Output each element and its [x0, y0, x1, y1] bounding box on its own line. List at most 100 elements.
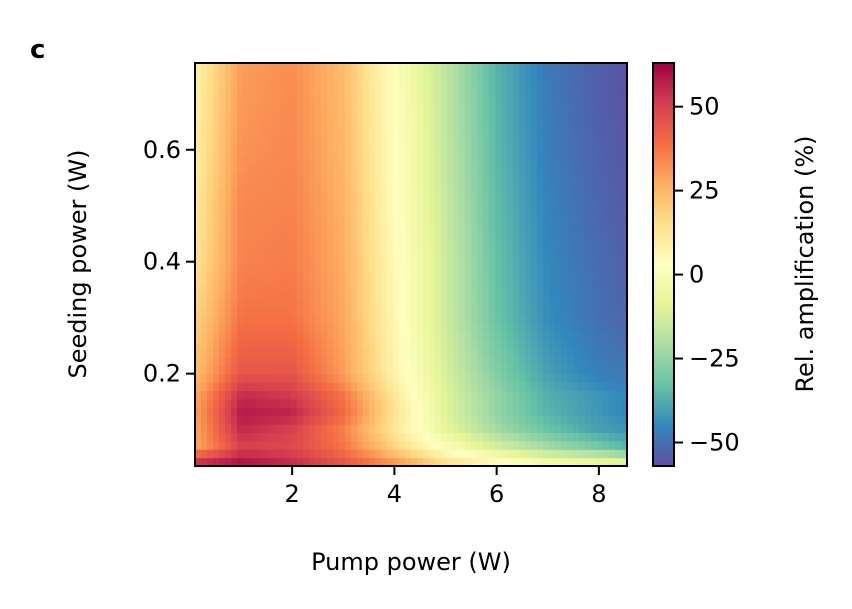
heatmap-cell	[339, 247, 346, 257]
heatmap-cell	[267, 298, 274, 308]
heatmap-cell	[411, 155, 418, 165]
heatmap-cell	[399, 424, 406, 434]
heatmap-cell	[255, 382, 262, 392]
heatmap-cell	[375, 407, 382, 417]
heatmap-cell	[561, 264, 568, 274]
heatmap-cell	[363, 382, 370, 392]
heatmap-cell	[411, 314, 418, 324]
heatmap-cell	[609, 298, 616, 308]
heatmap-cell	[513, 340, 520, 350]
heatmap-cell	[237, 239, 244, 249]
heatmap-cell	[561, 298, 568, 308]
heatmap-cell	[417, 214, 424, 224]
heatmap-cell	[351, 146, 358, 156]
heatmap-cell	[303, 449, 310, 459]
heatmap-cell	[459, 104, 466, 114]
heatmap-cell	[465, 230, 472, 240]
heatmap-cell	[411, 424, 418, 434]
heatmap-cell	[267, 96, 274, 106]
heatmap-cell	[255, 365, 262, 375]
heatmap-cell	[405, 138, 412, 148]
heatmap-cell	[441, 449, 448, 459]
heatmap-cell	[201, 398, 208, 408]
heatmap-cell	[477, 356, 484, 366]
heatmap-cell	[225, 415, 232, 425]
heatmap-cell	[399, 356, 406, 366]
heatmap-cell	[285, 121, 292, 131]
heatmap-cell	[351, 172, 358, 182]
heatmap-cell	[237, 96, 244, 106]
heatmap-cell	[273, 130, 280, 140]
heatmap-cell	[597, 146, 604, 156]
heatmap-cell	[549, 424, 556, 434]
heatmap-cell	[417, 323, 424, 333]
heatmap-cell	[597, 197, 604, 207]
heatmap-cell	[615, 390, 622, 400]
heatmap-cell	[237, 398, 244, 408]
heatmap-cell	[615, 365, 622, 375]
heatmap-cell	[471, 163, 478, 173]
heatmap-cell	[543, 314, 550, 324]
heatmap-cell	[201, 348, 208, 358]
heatmap-cell	[459, 424, 466, 434]
heatmap-cell	[585, 373, 592, 383]
heatmap-cell	[531, 382, 538, 392]
heatmap-cell	[315, 272, 322, 282]
heatmap-cell	[261, 256, 268, 266]
heatmap-cell	[507, 222, 514, 232]
heatmap-cell	[393, 390, 400, 400]
heatmap-cell	[453, 281, 460, 291]
heatmap-cell	[579, 146, 586, 156]
heatmap-cell	[387, 247, 394, 257]
heatmap-cell	[369, 247, 376, 257]
heatmap-cell	[387, 113, 394, 123]
heatmap-cell	[375, 130, 382, 140]
heatmap-cell	[345, 239, 352, 249]
heatmap-cell	[459, 272, 466, 282]
heatmap-cell	[369, 264, 376, 274]
heatmap-cell	[369, 104, 376, 114]
heatmap-cell	[219, 356, 226, 366]
heatmap-cell	[603, 222, 610, 232]
heatmap-cell	[603, 424, 610, 434]
heatmap-cell	[237, 130, 244, 140]
heatmap-cell	[309, 96, 316, 106]
heatmap-cell	[441, 230, 448, 240]
heatmap-cell	[513, 382, 520, 392]
heatmap-cell	[525, 281, 532, 291]
heatmap-cell	[555, 314, 562, 324]
heatmap-cell	[237, 222, 244, 232]
heatmap-cell	[315, 407, 322, 417]
heatmap-cell	[549, 356, 556, 366]
heatmap-cell	[303, 205, 310, 215]
heatmap-cell	[537, 79, 544, 89]
heatmap-cell	[315, 281, 322, 291]
heatmap-cell	[567, 205, 574, 215]
heatmap-cell	[285, 398, 292, 408]
heatmap-cell	[387, 382, 394, 392]
heatmap-cell	[249, 104, 256, 114]
heatmap-cell	[261, 138, 268, 148]
heatmap-cell	[201, 272, 208, 282]
heatmap-cell	[321, 79, 328, 89]
heatmap-cell	[591, 71, 598, 81]
heatmap-cell	[567, 79, 574, 89]
heatmap-cell	[297, 172, 304, 182]
heatmap-cell	[537, 331, 544, 341]
heatmap-cell	[255, 146, 262, 156]
heatmap-cell	[381, 247, 388, 257]
heatmap-cell	[501, 104, 508, 114]
heatmap-cell	[279, 398, 286, 408]
heatmap-cell	[543, 239, 550, 249]
heatmap-cell	[615, 247, 622, 257]
heatmap-cell	[531, 272, 538, 282]
heatmap-cell	[339, 281, 346, 291]
heatmap-cell	[297, 146, 304, 156]
heatmap-cell	[345, 180, 352, 190]
heatmap-cell	[603, 205, 610, 215]
heatmap-cell	[351, 138, 358, 148]
heatmap-cell	[357, 264, 364, 274]
heatmap-cell	[597, 188, 604, 198]
heatmap-cell	[333, 272, 340, 282]
heatmap-cell	[411, 289, 418, 299]
